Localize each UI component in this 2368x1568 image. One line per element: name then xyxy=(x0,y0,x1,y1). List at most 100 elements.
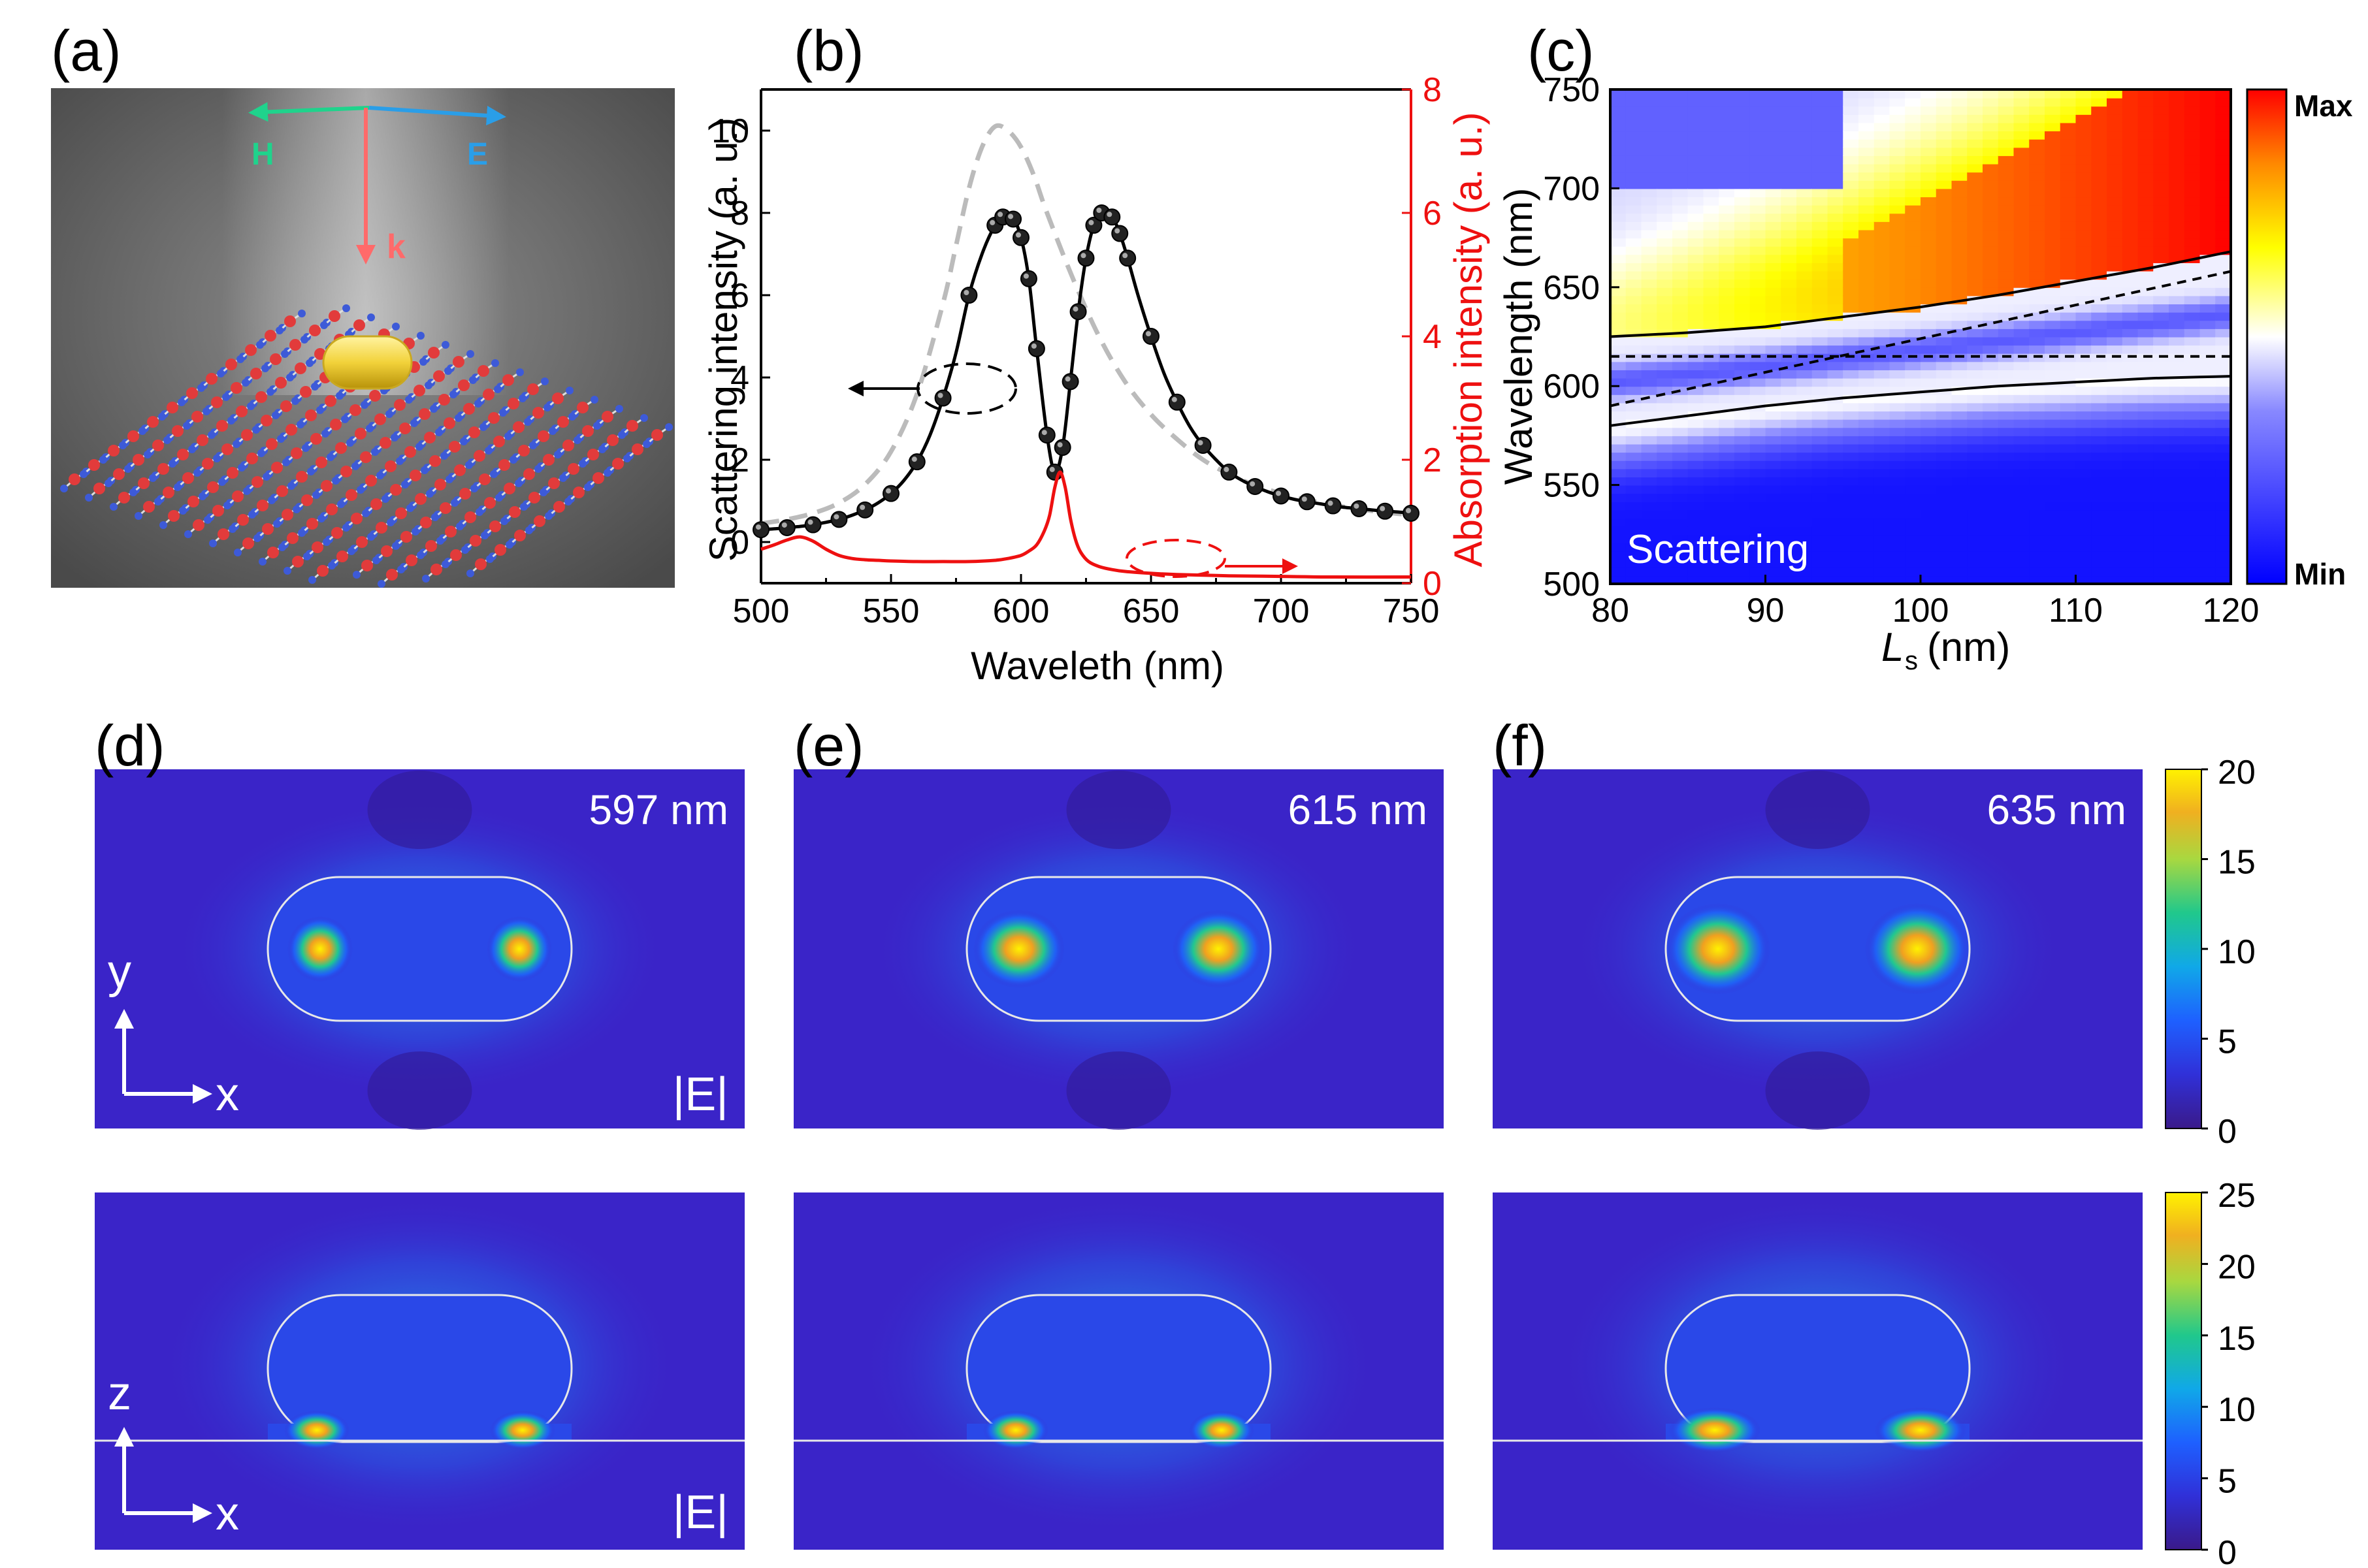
molybdenum-atom xyxy=(211,396,223,408)
sulfur-atom xyxy=(396,457,404,465)
heatmap-cell xyxy=(2215,197,2231,206)
heatmap-cell xyxy=(2029,320,2045,329)
heatmap-cell xyxy=(1672,114,1689,123)
molybdenum-atom xyxy=(532,407,544,419)
heatmap-cell xyxy=(1610,361,1627,370)
heatmap-cell xyxy=(1921,427,1937,436)
molybdenum-atom xyxy=(577,402,589,413)
heatmap-cell xyxy=(1657,559,1673,568)
heatmap-cell xyxy=(2091,97,2107,107)
heatmap-cell xyxy=(1781,180,1797,189)
heatmap-cell xyxy=(1657,287,1673,296)
heatmap-cell xyxy=(2107,345,2123,354)
sulfur-atom xyxy=(284,567,291,575)
field-node xyxy=(1066,1051,1171,1130)
heatmap-cell xyxy=(1625,312,1642,321)
heatmap-cell xyxy=(1765,361,1782,370)
heatmap-cell xyxy=(1905,138,1921,148)
molybdenum-atom xyxy=(592,472,604,484)
sulfur-atom xyxy=(499,409,507,417)
heatmap-cell xyxy=(1905,542,1921,552)
heatmap-cell xyxy=(1998,476,2015,486)
molybdenum-atom xyxy=(236,406,248,417)
heatmap-cell xyxy=(2045,575,2061,584)
scattering-point-highlight xyxy=(1080,253,1086,259)
heatmap-cell xyxy=(1905,443,1921,453)
heatmap-cell xyxy=(2122,394,2139,404)
heatmap-cell xyxy=(1641,509,1658,519)
heatmap-cell xyxy=(1749,411,1766,420)
scattering-point-highlight xyxy=(937,392,943,398)
heatmap-cell xyxy=(1983,468,1999,477)
heatmap-cell xyxy=(1672,147,1689,156)
heatmap-cell xyxy=(1687,460,1704,470)
heatmap-cell xyxy=(1796,312,1813,321)
heatmap-cell xyxy=(2215,460,2231,470)
heatmap-cell xyxy=(1983,559,1999,568)
heatmap-cell xyxy=(1998,213,2015,222)
heatmap-cell xyxy=(1951,435,1968,445)
heatmap-cell xyxy=(1889,180,1906,189)
heatmap-cell xyxy=(1811,188,1828,198)
heatmap-cell xyxy=(2075,427,2092,436)
heatmap-cell xyxy=(2107,229,2123,239)
heatmap-cell xyxy=(1827,204,1844,214)
sulfur-atom xyxy=(440,452,448,460)
heatmap-cell xyxy=(1719,493,1735,502)
heatmap-cell xyxy=(1657,147,1673,156)
heatmap-cell xyxy=(2184,163,2201,173)
heatmap-cell xyxy=(1936,345,1953,354)
heatmap-cell xyxy=(1905,509,1921,519)
heatmap-cell xyxy=(1905,254,1921,263)
heatmap-cell xyxy=(1998,534,2015,543)
heatmap-cell xyxy=(2091,172,2107,181)
heatmap-cell xyxy=(1858,147,1875,156)
heatmap-cell xyxy=(1625,221,1642,231)
scattering-point-highlight xyxy=(990,219,996,225)
heatmap-cell xyxy=(1873,509,1890,519)
heatmap-cell xyxy=(2122,369,2139,379)
molybdenum-atom xyxy=(206,373,218,385)
heatmap-cell xyxy=(1967,229,1983,239)
k-label: k xyxy=(387,228,406,266)
sulfur-atom xyxy=(223,502,231,509)
heatmap-cell xyxy=(1703,163,1720,173)
heatmap-cell xyxy=(1703,312,1720,321)
heatmap-cell xyxy=(1921,402,1937,412)
heatmap-cell xyxy=(1889,221,1906,231)
heatmap-cell xyxy=(1967,312,1983,321)
heatmap-cell xyxy=(2029,204,2045,214)
heatmap-cell xyxy=(1983,518,1999,527)
heatmap-cell xyxy=(1796,377,1813,387)
heatmap-cell xyxy=(1781,254,1797,263)
y-tick-label: 10 xyxy=(711,112,749,150)
heatmap-cell xyxy=(1641,559,1658,568)
heatmap-cell xyxy=(1641,229,1658,239)
heatmap-cell xyxy=(1657,419,1673,428)
heatmap-cell xyxy=(1749,262,1766,272)
heatmap-cell xyxy=(1998,320,2015,329)
heatmap-cell xyxy=(2122,320,2139,329)
sulfur-atom xyxy=(455,414,462,422)
heatmap-cell xyxy=(1811,518,1828,527)
heatmap-cell xyxy=(2029,361,2045,370)
heatmap-cell xyxy=(2215,147,2231,156)
molybdenum-atom xyxy=(291,447,302,459)
heatmap-cell xyxy=(1873,526,1890,536)
heatmap-cell xyxy=(2153,551,2169,560)
heatmap-cell xyxy=(2013,138,2030,148)
heatmap-cell xyxy=(2153,287,2169,296)
heatmap-cell xyxy=(2169,155,2185,165)
heatmap-cell xyxy=(1811,180,1828,189)
heatmap-cell xyxy=(1858,369,1875,379)
heatmap-cell xyxy=(2029,402,2045,412)
x-tick-label: 700 xyxy=(1253,592,1310,630)
heatmap-cell xyxy=(2215,213,2231,222)
scattering-point xyxy=(1054,439,1071,456)
heatmap-cell xyxy=(1889,559,1906,568)
heatmap-cell xyxy=(1781,131,1797,140)
heatmap-cell xyxy=(2184,419,2201,428)
heatmap-cell xyxy=(1998,246,2015,255)
heatmap-cell xyxy=(2060,254,2077,263)
heatmap-cell xyxy=(1765,114,1782,123)
